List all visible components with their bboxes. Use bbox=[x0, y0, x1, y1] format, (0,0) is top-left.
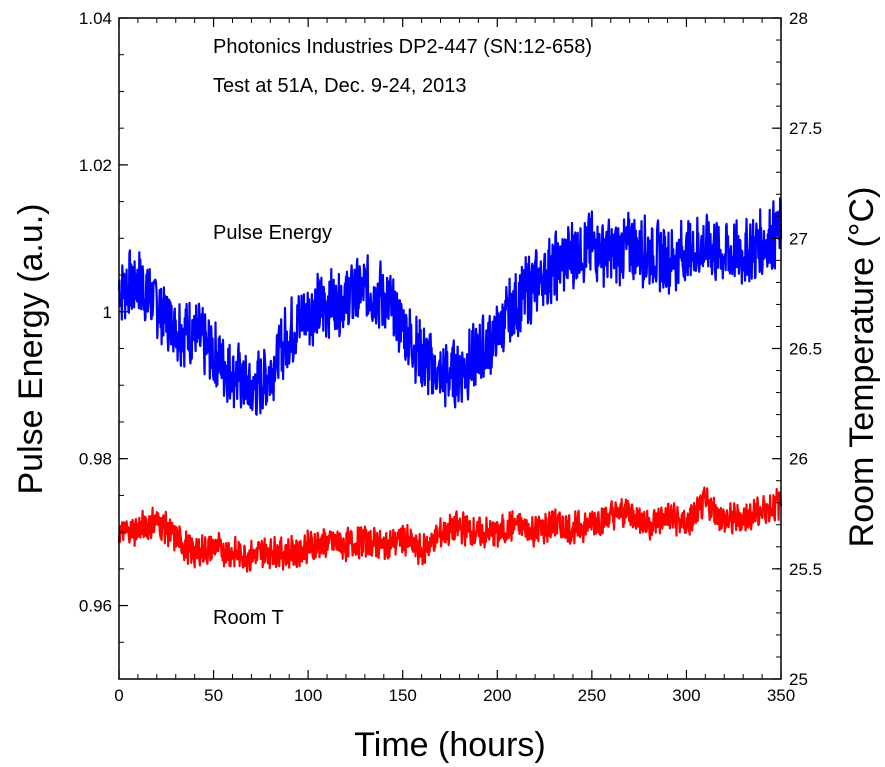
y2-tick-label: 25 bbox=[789, 670, 808, 689]
x-tick-label: 50 bbox=[204, 686, 223, 705]
x-tick-label: 150 bbox=[389, 686, 417, 705]
y2-tick-label: 28 bbox=[789, 9, 808, 28]
labels-layer: 0 50 100 150 200 250 300 350 0.96 0.98 1 1.02 1.04 25… bbox=[79, 9, 822, 705]
x-tick-label: 300 bbox=[672, 686, 700, 705]
y2-tick-label: 26.5 bbox=[789, 340, 822, 359]
x-tick-label: 350 bbox=[767, 686, 795, 705]
y-tick-label: 0.96 bbox=[79, 597, 112, 616]
series-label-pulse-energy: Pulse Energy bbox=[213, 222, 332, 244]
y2-tick-label: 27 bbox=[789, 229, 808, 248]
chart-title: Photonics Industries DP2-447 (SN:12-658) bbox=[213, 36, 592, 58]
x-tick-label: 0 bbox=[114, 686, 123, 705]
x-tick-label: 200 bbox=[483, 686, 511, 705]
y-tick-label: 1.04 bbox=[79, 9, 112, 28]
x-axis-title: Time (hours) bbox=[354, 726, 545, 764]
x-tick-label: 250 bbox=[578, 686, 606, 705]
y-tick-label: 1.02 bbox=[79, 156, 112, 175]
y2-axis-title: Room Temperature (°C) bbox=[843, 187, 881, 548]
series-layer bbox=[117, 197, 783, 573]
y2-tick-label: 26 bbox=[789, 450, 808, 469]
y2-tick-label: 25.5 bbox=[789, 560, 822, 579]
chart-subtitle: Test at 51A, Dec. 9-24, 2013 bbox=[213, 75, 467, 97]
x-tick-label: 100 bbox=[294, 686, 322, 705]
ticks-layer bbox=[118, 17, 782, 680]
y2-tick-label: 27.5 bbox=[789, 119, 822, 138]
y-tick-label: 1 bbox=[103, 303, 112, 322]
series-line-1 bbox=[117, 486, 783, 573]
y-tick-label: 0.98 bbox=[79, 450, 112, 469]
series-line-0 bbox=[117, 197, 783, 416]
series-label-room-t: Room T bbox=[213, 607, 284, 629]
y-axis-title: Pulse Energy (a.u.) bbox=[12, 203, 50, 494]
